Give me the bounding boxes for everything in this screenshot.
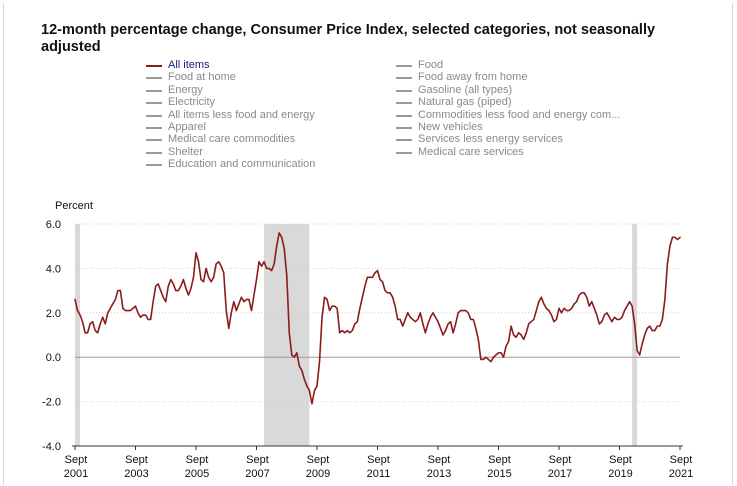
series-layer — [74, 232, 681, 405]
axis-layer: 6.0 4.0 2.0 0.0 -2.0 -4.0 Percent Sept 2001 Sept 2… — [42, 200, 693, 480]
recession-band — [632, 224, 638, 446]
legend-label: Medical care services — [418, 145, 524, 158]
grid-layer — [75, 223, 680, 403]
y-tick-label: 6.0 — [46, 219, 61, 231]
legend-label: Medical care commodities — [168, 133, 296, 146]
x-tick-year: 2015 — [487, 468, 511, 480]
legend-swatch — [396, 139, 412, 142]
y-tick-label: -4.0 — [42, 441, 61, 453]
legend-swatch — [146, 65, 162, 67]
legend-swatch — [146, 139, 162, 142]
legend-swatch — [146, 77, 162, 80]
x-tick-month: Sept — [307, 454, 330, 466]
x-tick-month: Sept — [246, 454, 269, 466]
recession-band — [75, 224, 81, 446]
recession-shading-layer — [75, 224, 638, 446]
legend-label: Gasoline (all types) — [418, 83, 513, 96]
legend-label: Natural gas (piped) — [418, 96, 512, 109]
x-tick-year: 2017 — [548, 468, 572, 480]
legend-swatch — [396, 77, 412, 80]
legend-swatch — [396, 151, 412, 154]
recession-band — [264, 224, 310, 446]
chart-legend: All items Food at home Energy Electricity Al… — [146, 59, 646, 179]
legend-label: Shelter — [168, 145, 203, 158]
legend-swatch — [146, 89, 162, 92]
x-tick-year: 2005 — [185, 468, 209, 480]
chart-border — [3, 3, 733, 485]
legend-swatch — [396, 127, 412, 129]
x-tick-month: Sept — [125, 454, 148, 466]
legend-swatch — [146, 114, 162, 117]
legend-label: Food — [418, 59, 444, 71]
y-axis-title: Percent — [55, 200, 93, 212]
x-tick-year: 2003 — [124, 468, 148, 480]
y-tick-label: 0.0 — [46, 352, 61, 364]
legend-label: Services less energy services — [418, 133, 563, 146]
legend-swatch — [146, 102, 162, 105]
legend-label: All items — [168, 59, 210, 71]
legend-swatch — [396, 65, 412, 67]
x-tick-year: 2013 — [427, 468, 451, 480]
legend-swatch — [396, 114, 412, 117]
x-tick-year: 2019 — [608, 468, 632, 480]
x-tick-month: Sept — [609, 454, 632, 466]
legend-label: Electricity — [168, 96, 216, 109]
x-tick-month: Sept — [428, 454, 451, 466]
legend-swatch — [396, 89, 412, 92]
y-tick-label: -2.0 — [42, 397, 61, 409]
legend-label: Apparel — [168, 121, 206, 133]
x-tick-month: Sept — [367, 454, 390, 466]
x-tick-year: 2007 — [245, 468, 269, 480]
legend-label: All items less food and energy — [168, 108, 315, 121]
legend-swatch — [396, 102, 412, 105]
legend-label: Energy — [168, 83, 203, 96]
x-tick-year: 2001 — [64, 468, 88, 480]
x-tick-month: Sept — [670, 454, 693, 466]
chart-title: 12-month percentage change, Consumer Pri… — [41, 22, 656, 55]
x-tick-month: Sept — [549, 454, 572, 466]
x-tick-month: Sept — [488, 454, 511, 466]
legend-swatch — [146, 164, 162, 167]
y-tick-label: 2.0 — [46, 308, 61, 320]
series-line-all-items[interactable] — [74, 232, 681, 405]
legend-label: Food at home — [168, 71, 236, 84]
legend-label: New vehicles — [418, 121, 483, 133]
y-tick-label: 4.0 — [46, 263, 61, 275]
legend-label: Food away from home — [418, 71, 528, 84]
legend-label: Commodities less food and energy com... — [418, 108, 621, 121]
legend-swatch — [146, 127, 162, 129]
x-tick-month: Sept — [65, 454, 88, 466]
x-tick-year: 2009 — [306, 468, 330, 480]
legend-label: Education and communication — [168, 158, 316, 171]
x-tick-year: 2011 — [367, 468, 391, 480]
legend-swatch — [146, 151, 162, 154]
x-tick-month: Sept — [186, 454, 209, 466]
x-tick-year: 2021 — [669, 468, 693, 480]
